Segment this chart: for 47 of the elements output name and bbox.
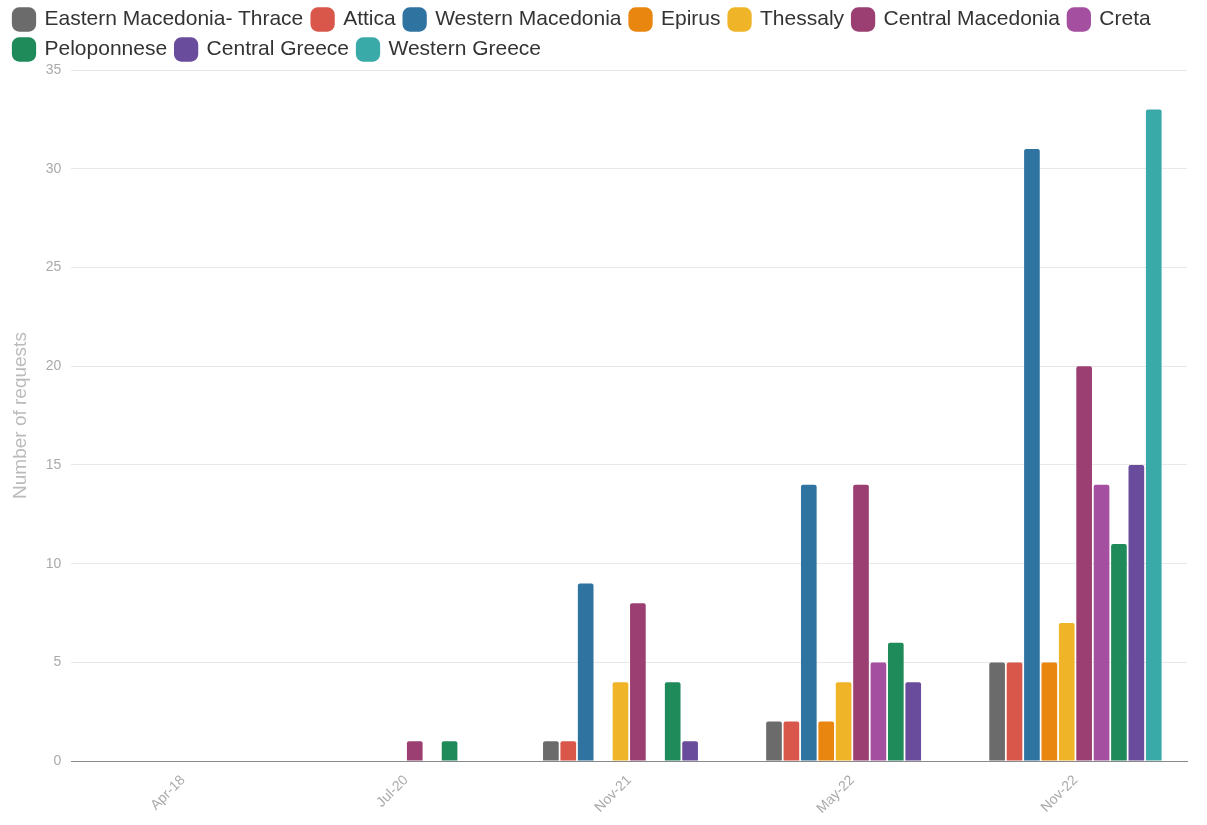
legend-label: Creta bbox=[1099, 6, 1152, 30]
legend-label: Central Macedonia bbox=[883, 6, 1061, 30]
bar bbox=[783, 721, 800, 761]
legend-label: Western Macedonia bbox=[435, 6, 622, 30]
y-tick-label: 35 bbox=[45, 60, 62, 77]
bar bbox=[543, 741, 559, 761]
y-axis-title: Number of requests bbox=[8, 332, 30, 499]
y-tick-label: 25 bbox=[45, 258, 62, 275]
bar bbox=[870, 662, 887, 761]
bar bbox=[835, 682, 852, 761]
legend-label: Epirus bbox=[661, 6, 721, 30]
bar bbox=[1058, 622, 1075, 761]
bar bbox=[1024, 148, 1040, 761]
bar bbox=[989, 662, 1005, 761]
bar bbox=[406, 741, 423, 761]
bar bbox=[887, 642, 904, 761]
y-tick-label: 0 bbox=[53, 751, 62, 768]
legend-label: Attica bbox=[343, 6, 396, 30]
y-tick-label: 5 bbox=[53, 653, 62, 670]
bar bbox=[1111, 543, 1127, 761]
y-tick-label: 30 bbox=[45, 159, 62, 176]
bar bbox=[560, 741, 577, 761]
y-tick-label: 10 bbox=[45, 554, 62, 571]
y-tick-label: 20 bbox=[45, 357, 62, 374]
y-tick-label: 15 bbox=[45, 455, 62, 472]
bar bbox=[682, 741, 698, 761]
bar bbox=[853, 484, 869, 761]
bar bbox=[441, 741, 458, 761]
bar bbox=[818, 721, 835, 761]
bar bbox=[905, 682, 922, 761]
legend-label: Western Greece bbox=[388, 36, 542, 60]
bar bbox=[1076, 366, 1092, 761]
bar bbox=[1128, 464, 1145, 761]
bar bbox=[664, 682, 681, 761]
legend-label: Peloponnese bbox=[44, 36, 168, 60]
bar bbox=[612, 682, 629, 761]
legend-label: Eastern Macedonia- Thrace bbox=[44, 6, 304, 30]
bar bbox=[1145, 109, 1162, 761]
bar bbox=[630, 603, 646, 761]
bar bbox=[766, 721, 782, 761]
bar bbox=[1041, 662, 1058, 761]
legend-label: Thessaly bbox=[760, 6, 845, 30]
bar bbox=[800, 484, 817, 761]
bar bbox=[1006, 662, 1023, 761]
bar bbox=[1093, 484, 1110, 761]
legend-label: Central Greece bbox=[206, 36, 350, 60]
bar bbox=[577, 583, 594, 761]
